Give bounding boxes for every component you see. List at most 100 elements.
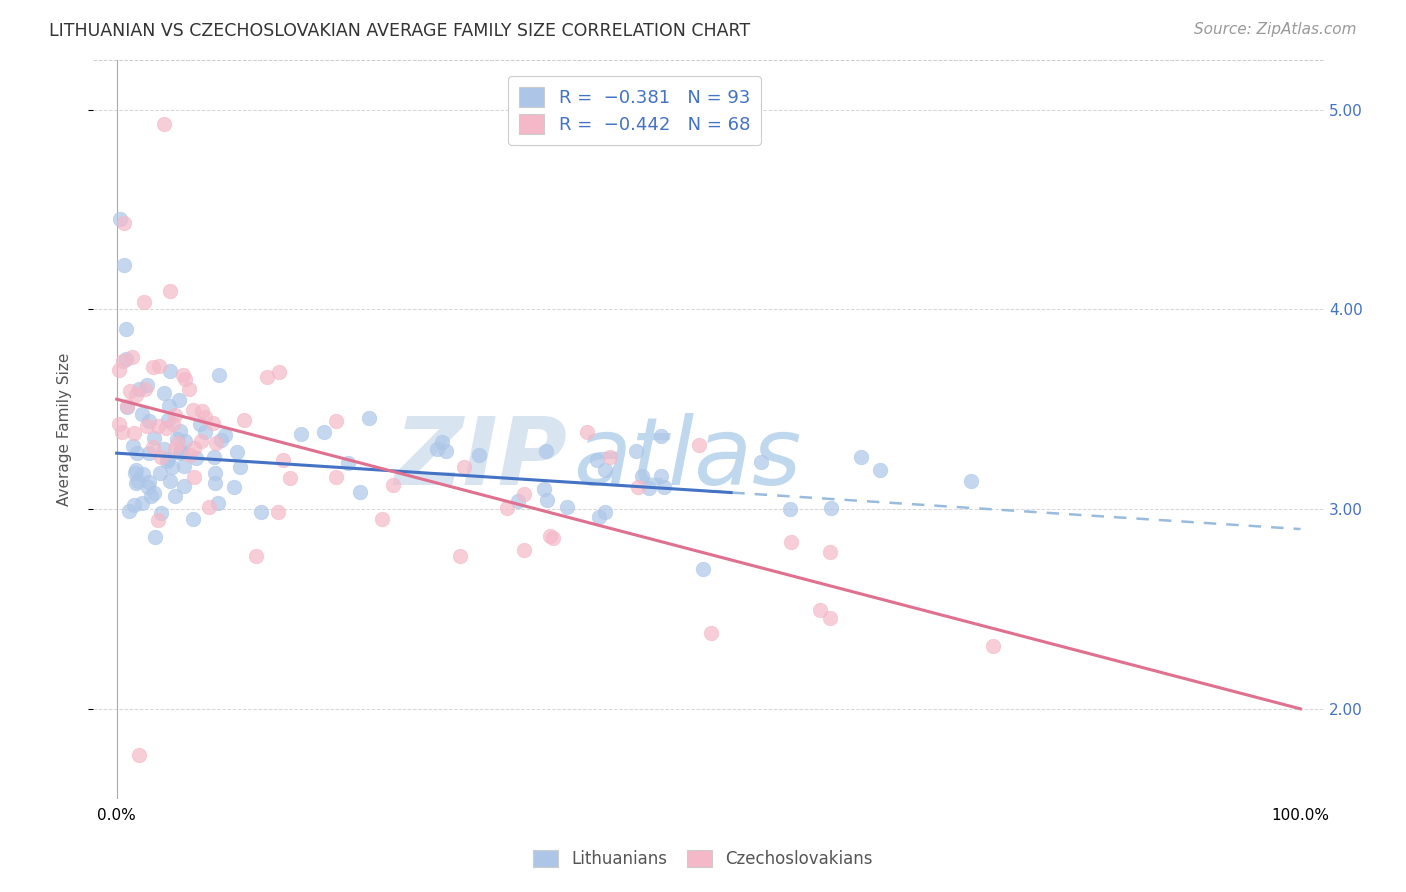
Point — [453, 459, 475, 474]
Point — [245, 549, 267, 564]
Point — [869, 462, 891, 476]
Point — [586, 452, 609, 467]
Point — [357, 411, 380, 425]
Point — [125, 463, 148, 477]
Point — [204, 476, 226, 491]
Point — [688, 437, 710, 451]
Point — [250, 505, 273, 519]
Point — [118, 504, 141, 518]
Point — [959, 474, 981, 488]
Point — [149, 467, 172, 481]
Point — [624, 443, 647, 458]
Point — [138, 445, 160, 459]
Point — [183, 470, 205, 484]
Point — [169, 392, 191, 407]
Point — [432, 434, 454, 449]
Point — [122, 425, 145, 440]
Point — [808, 603, 831, 617]
Point — [173, 479, 195, 493]
Point — [692, 562, 714, 576]
Point — [818, 545, 841, 559]
Point — [155, 420, 177, 434]
Point — [165, 408, 187, 422]
Point — [818, 610, 841, 624]
Point — [136, 377, 159, 392]
Point — [131, 496, 153, 510]
Point — [197, 500, 219, 515]
Point — [122, 498, 145, 512]
Point — [121, 350, 143, 364]
Point — [153, 116, 176, 130]
Point — [131, 407, 153, 421]
Point — [325, 470, 347, 484]
Point — [630, 468, 652, 483]
Point — [557, 500, 579, 514]
Point — [179, 448, 201, 462]
Point — [115, 352, 138, 367]
Point — [382, 478, 405, 492]
Point — [193, 409, 215, 424]
Point — [593, 505, 616, 519]
Point — [749, 454, 772, 468]
Y-axis label: Average Family Size: Average Family Size — [58, 352, 72, 506]
Point — [267, 505, 290, 519]
Point — [169, 424, 191, 438]
Point — [139, 489, 162, 503]
Text: atlas: atlas — [574, 413, 801, 504]
Point — [124, 387, 146, 401]
Point — [169, 444, 191, 458]
Point — [132, 295, 155, 310]
Point — [267, 365, 290, 379]
Point — [156, 451, 179, 466]
Point — [434, 443, 457, 458]
Point — [163, 442, 186, 456]
Point — [159, 284, 181, 298]
Point — [115, 322, 138, 336]
Point — [159, 364, 181, 378]
Point — [226, 445, 249, 459]
Point — [172, 368, 194, 383]
Point — [146, 513, 169, 527]
Point — [205, 436, 228, 450]
Point — [256, 370, 278, 384]
Point — [127, 474, 149, 488]
Point — [229, 460, 252, 475]
Point — [142, 360, 165, 375]
Point — [224, 480, 246, 494]
Point — [637, 481, 659, 495]
Point — [325, 414, 347, 428]
Legend: R =  −0.381   N = 93, R =  −0.442   N = 68: R = −0.381 N = 93, R = −0.442 N = 68 — [509, 76, 761, 145]
Point — [533, 482, 555, 496]
Point — [181, 403, 204, 417]
Point — [122, 439, 145, 453]
Point — [541, 531, 564, 545]
Point — [204, 466, 226, 480]
Point — [513, 542, 536, 557]
Point — [177, 383, 200, 397]
Point — [111, 425, 134, 440]
Point — [125, 475, 148, 490]
Point — [110, 212, 132, 227]
Point — [194, 425, 217, 439]
Point — [143, 485, 166, 500]
Point — [202, 417, 225, 431]
Point — [143, 529, 166, 543]
Point — [143, 431, 166, 445]
Point — [599, 450, 621, 464]
Point — [190, 404, 212, 418]
Point — [112, 354, 135, 368]
Point — [627, 480, 650, 494]
Point — [851, 450, 873, 464]
Point — [184, 450, 207, 465]
Point — [652, 480, 675, 494]
Point — [166, 432, 188, 446]
Point — [779, 501, 801, 516]
Point — [650, 429, 672, 443]
Point — [170, 445, 193, 459]
Point — [536, 493, 558, 508]
Point — [981, 640, 1004, 654]
Point — [174, 372, 197, 386]
Point — [138, 414, 160, 428]
Point — [538, 529, 561, 543]
Point — [536, 443, 558, 458]
